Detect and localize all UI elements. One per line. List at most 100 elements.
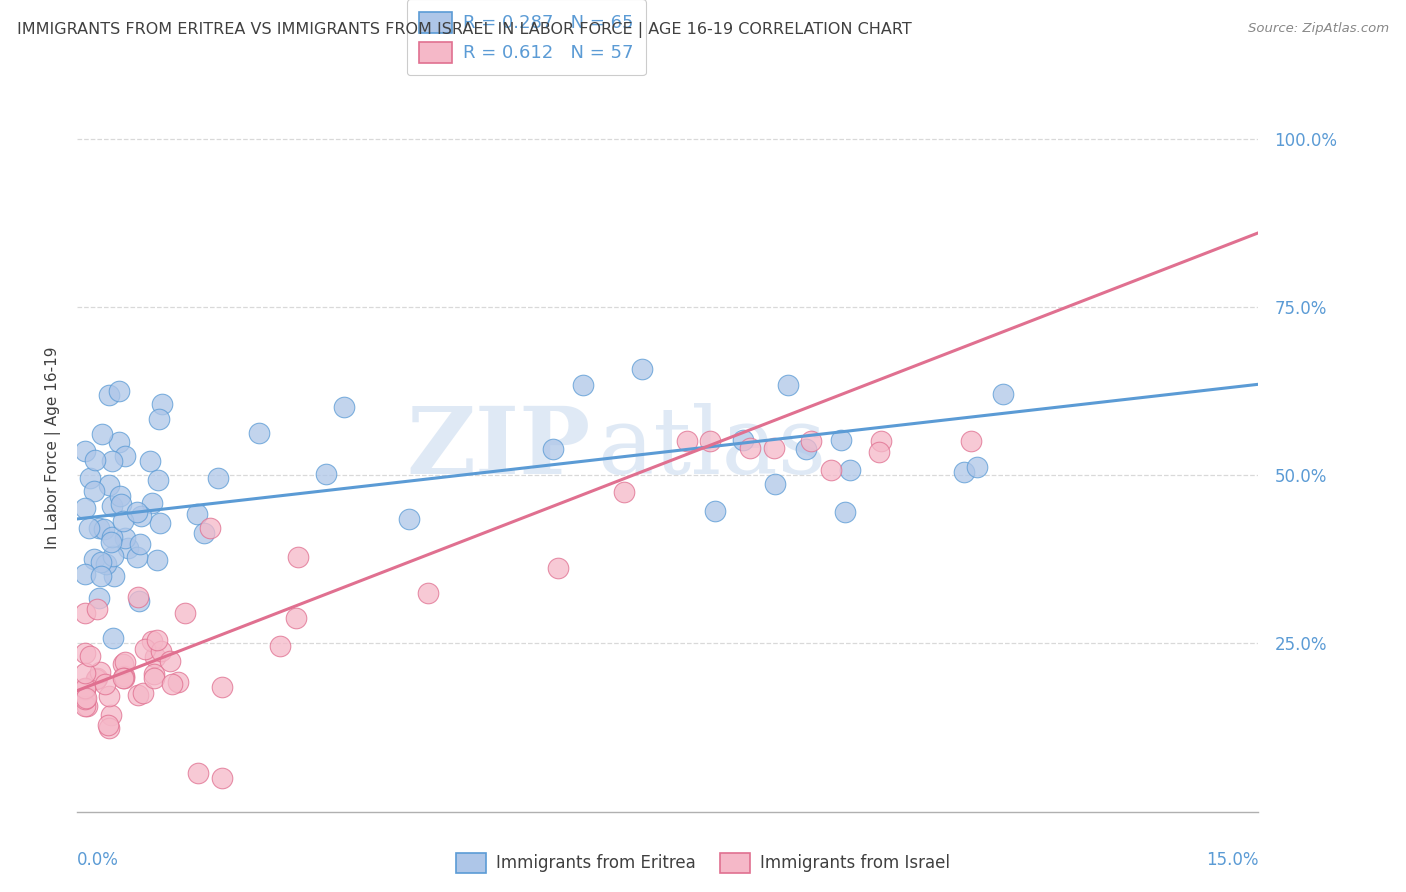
Point: [114, 449, 136, 463]
Point: [75, 681, 97, 696]
Point: [79, 649, 101, 664]
Point: [75, 500, 97, 515]
Point: [97, 388, 120, 402]
Point: [75, 444, 97, 458]
Point: [94, 677, 117, 691]
Point: [75, 690, 97, 705]
Point: [269, 639, 291, 653]
Point: [547, 561, 569, 575]
Point: [112, 514, 135, 528]
Point: [79, 521, 101, 535]
Point: [90, 569, 112, 583]
Point: [966, 460, 988, 475]
Point: [960, 434, 983, 449]
Point: [98, 721, 121, 735]
Point: [174, 606, 197, 620]
Point: [207, 471, 229, 485]
Y-axis label: In Labor Force | Age 16-19: In Labor Force | Age 16-19: [45, 347, 60, 549]
Point: [75, 606, 97, 620]
Point: [79, 470, 101, 484]
Point: [134, 641, 156, 656]
Point: [820, 463, 842, 477]
Point: [148, 412, 170, 426]
Point: [110, 497, 132, 511]
Point: [75, 698, 97, 713]
Point: [211, 681, 233, 695]
Point: [97, 718, 120, 732]
Point: [186, 508, 208, 522]
Point: [763, 477, 786, 491]
Point: [418, 586, 440, 600]
Point: [127, 505, 149, 519]
Point: [132, 686, 155, 700]
Point: [839, 463, 862, 477]
Text: IMMIGRANTS FROM ERITREA VS IMMIGRANTS FROM ISRAEL IN LABOR FORCE | AGE 16-19 COR: IMMIGRANTS FROM ERITREA VS IMMIGRANTS FR…: [17, 22, 911, 38]
Point: [149, 516, 172, 530]
Point: [800, 434, 823, 449]
Point: [75, 566, 97, 581]
Point: [86, 671, 108, 685]
Point: [541, 442, 564, 456]
Point: [631, 362, 654, 376]
Text: atlas: atlas: [598, 403, 827, 493]
Point: [731, 434, 754, 448]
Point: [101, 631, 124, 645]
Point: [128, 593, 150, 607]
Point: [143, 671, 166, 685]
Point: [125, 550, 148, 565]
Point: [87, 521, 110, 535]
Point: [146, 474, 169, 488]
Text: 0.0%: 0.0%: [77, 851, 120, 869]
Point: [101, 549, 124, 564]
Point: [89, 665, 111, 679]
Point: [98, 478, 121, 492]
Text: Source: ZipAtlas.com: Source: ZipAtlas.com: [1249, 22, 1389, 36]
Point: [142, 667, 165, 681]
Point: [112, 657, 135, 671]
Point: [167, 675, 190, 690]
Point: [107, 434, 129, 449]
Point: [143, 650, 166, 665]
Point: [127, 590, 149, 604]
Point: [763, 442, 786, 456]
Point: [75, 646, 97, 660]
Point: [101, 454, 124, 468]
Point: [704, 504, 727, 518]
Point: [315, 467, 337, 482]
Point: [94, 557, 117, 571]
Point: [613, 485, 636, 500]
Legend: R = 0.287   N = 65, R = 0.612   N = 57: R = 0.287 N = 65, R = 0.612 N = 57: [406, 0, 645, 75]
Point: [108, 384, 131, 399]
Point: [146, 553, 169, 567]
Point: [141, 634, 163, 648]
Point: [75, 691, 97, 706]
Point: [111, 671, 134, 685]
Point: [86, 602, 108, 616]
Point: [830, 433, 852, 447]
Point: [112, 671, 135, 685]
Point: [141, 496, 163, 510]
Point: [90, 426, 112, 441]
Point: [870, 434, 893, 449]
Point: [90, 555, 112, 569]
Point: [868, 444, 890, 458]
Point: [193, 525, 215, 540]
Point: [139, 454, 162, 468]
Point: [991, 387, 1014, 401]
Point: [129, 508, 152, 523]
Point: [699, 434, 721, 449]
Point: [89, 591, 111, 605]
Point: [398, 512, 420, 526]
Point: [150, 644, 173, 658]
Point: [75, 681, 97, 695]
Point: [93, 522, 115, 536]
Point: [159, 654, 181, 668]
Point: [778, 377, 800, 392]
Point: [211, 771, 233, 785]
Point: [100, 534, 122, 549]
Point: [100, 707, 122, 722]
Text: 15.0%: 15.0%: [1206, 851, 1258, 869]
Point: [83, 551, 105, 566]
Point: [108, 490, 131, 504]
Point: [794, 442, 817, 457]
